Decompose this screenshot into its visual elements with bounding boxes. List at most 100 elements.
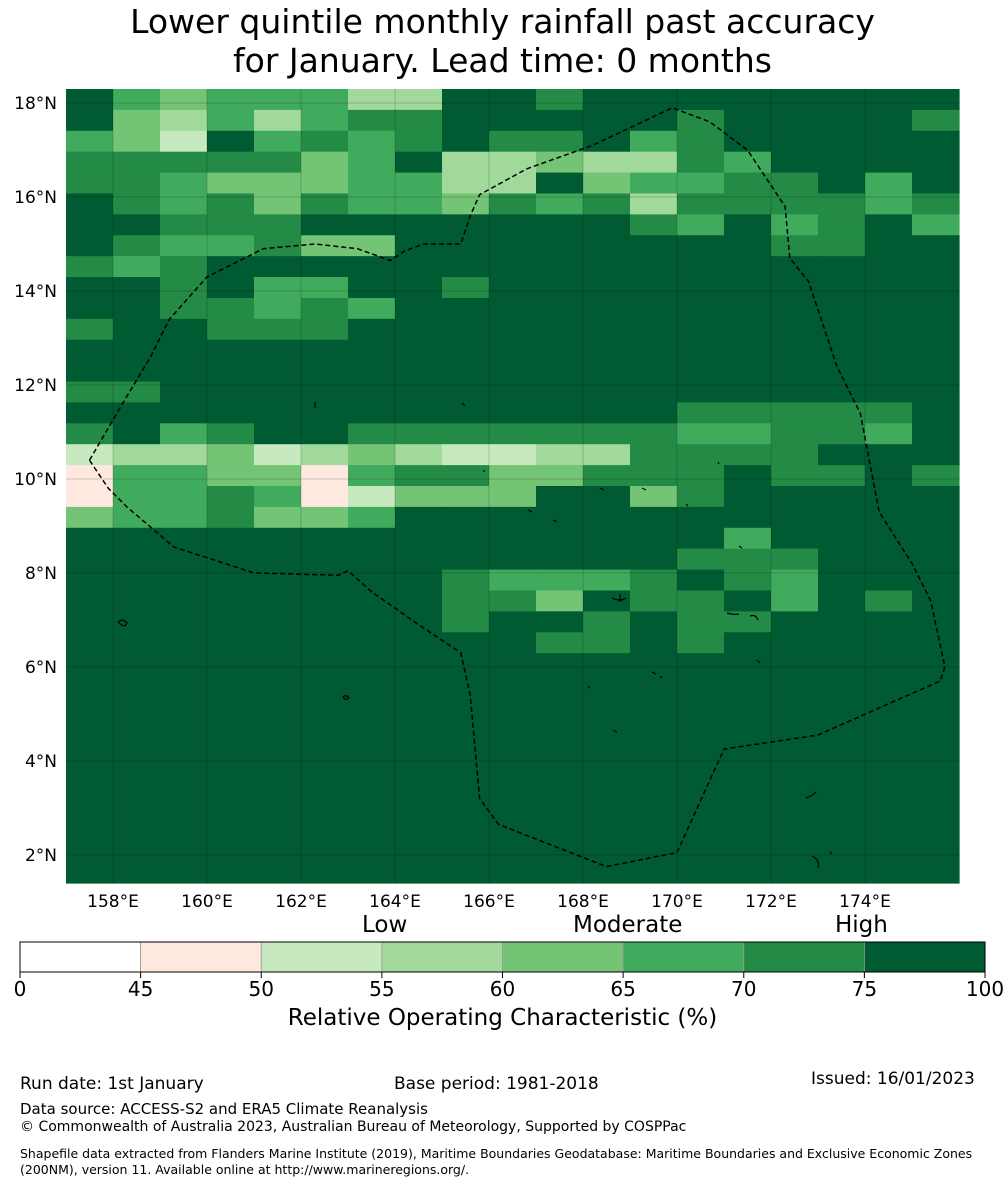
- grid-cell: [301, 778, 349, 801]
- grid-cell: [724, 590, 772, 612]
- grid-cell: [442, 423, 490, 445]
- grid-cell: [536, 465, 584, 487]
- grid-cell: [677, 381, 725, 404]
- grid-cell: [912, 674, 960, 696]
- grid-cell: [207, 506, 255, 529]
- grid-cell: [677, 214, 725, 236]
- grid-cell: [771, 151, 819, 174]
- grid-cell: [66, 235, 114, 257]
- grid-cell: [160, 548, 208, 571]
- grid-cell: [207, 569, 255, 592]
- grid-cell: [207, 694, 255, 717]
- colorbar-swatch: [140, 941, 262, 973]
- grid-cell: [536, 674, 584, 696]
- grid-cell: [630, 569, 678, 592]
- grid-cell: [818, 297, 866, 320]
- grid-cell: [630, 444, 678, 466]
- grid-cell: [66, 486, 114, 508]
- grid-cell: [536, 694, 584, 717]
- grid-cell: [724, 757, 772, 780]
- grid-cell: [489, 799, 537, 821]
- grid-cell: [301, 130, 349, 153]
- grid-cell: [395, 89, 443, 111]
- grid-cell: [113, 297, 161, 320]
- grid-cell: [677, 465, 725, 487]
- grid-cell: [630, 611, 678, 633]
- island-outline: [726, 612, 759, 621]
- grid-cell: [207, 109, 255, 132]
- grid-cell: [113, 172, 161, 195]
- grid-cell: [489, 653, 537, 675]
- latitude-label: 12°N: [14, 376, 57, 396]
- grid-cell: [113, 841, 161, 863]
- grid-cell: [348, 736, 396, 759]
- grid-cell: [630, 841, 678, 863]
- grid-cell: [113, 778, 161, 801]
- grid-cell: [536, 235, 584, 257]
- grid-cell: [489, 130, 537, 153]
- grid-cell: [536, 715, 584, 738]
- grid-cell: [160, 820, 208, 842]
- grid-cell: [536, 339, 584, 362]
- grid-cell: [583, 653, 631, 675]
- grid-cell: [301, 611, 349, 633]
- grid-cell: [536, 256, 584, 278]
- grid-cell: [207, 653, 255, 675]
- grid-cell: [818, 569, 866, 592]
- grid-cell: [865, 214, 913, 236]
- grid-cell: [583, 256, 631, 278]
- grid-cell: [630, 172, 678, 195]
- grid-cell: [207, 256, 255, 278]
- grid-cell: [818, 486, 866, 508]
- colorbar-swatch: [502, 941, 624, 973]
- grid-cell: [677, 653, 725, 675]
- grid-cell: [489, 193, 537, 215]
- grid-cell: [113, 736, 161, 759]
- grid-cell: [536, 423, 584, 445]
- grid-cell: [583, 841, 631, 863]
- grid-cell: [630, 423, 678, 445]
- grid-cell: [66, 277, 114, 299]
- grid-cell: [254, 130, 302, 153]
- grid-cell: [160, 841, 208, 863]
- grid-cell: [160, 318, 208, 341]
- grid-cell: [724, 277, 772, 299]
- grid-cell: [771, 694, 819, 717]
- grid-cell: [771, 590, 819, 612]
- rainfall-accuracy-map[interactable]: 18°N 16°N 14°N 12°N 10°N 8°N 6°N 4°N 2°N 158°E 16…: [0, 85, 1005, 910]
- grid-cell: [818, 130, 866, 153]
- grid-cell: [724, 339, 772, 362]
- grid-cell: [301, 590, 349, 612]
- longitude-label: 170°E: [651, 892, 703, 910]
- island-outline: [314, 402, 558, 523]
- grid-cell: [724, 715, 772, 738]
- grid-cell: [865, 694, 913, 717]
- grid-cell: [489, 862, 537, 884]
- grid-cell: [66, 109, 114, 132]
- grid-cell: [771, 360, 819, 383]
- grid-cell: [489, 486, 537, 508]
- grid-cell: [583, 757, 631, 780]
- grid-cell: [301, 89, 349, 111]
- grid-cell: [348, 172, 396, 195]
- grid-cell: [536, 590, 584, 612]
- grid-cell: [301, 423, 349, 445]
- grid-cell: [677, 694, 725, 717]
- grid-cell: [677, 89, 725, 111]
- grid-cell: [348, 632, 396, 654]
- grid-cell: [677, 611, 725, 633]
- grid-cell: [912, 757, 960, 780]
- grid-cell: [630, 778, 678, 801]
- grid-cell: [160, 214, 208, 236]
- grid-cell: [865, 820, 913, 842]
- grid-cell: [395, 757, 443, 780]
- grid-cell: [912, 89, 960, 111]
- grid-cell: [66, 799, 114, 821]
- grid-cell: [489, 465, 537, 487]
- grid-cell: [677, 235, 725, 257]
- grid-cell: [583, 632, 631, 654]
- grid-cell: [630, 527, 678, 550]
- colorbar: 0 45 50 55 60 65 70 75 100: [14, 941, 1004, 1001]
- grid-cell: [489, 548, 537, 571]
- grid-cell: [865, 130, 913, 153]
